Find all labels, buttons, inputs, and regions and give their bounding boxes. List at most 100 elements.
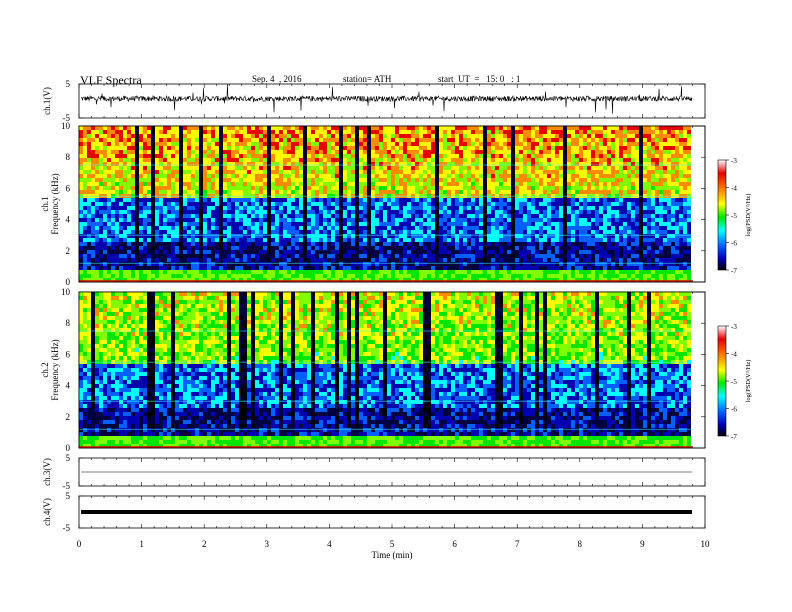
ch1-spectrogram-cell xyxy=(311,158,315,162)
ch1-spectrogram-cell xyxy=(235,210,239,214)
ch1-spectrogram-cell xyxy=(515,246,519,250)
ch1-spectrogram-cell xyxy=(95,138,99,142)
ch1-spectrogram-cell xyxy=(383,178,387,182)
ch1-spectrogram-cell xyxy=(343,230,347,234)
ch1-spectrogram-cell xyxy=(131,198,135,202)
ch1-spectrogram-cell xyxy=(455,262,459,266)
ch1-spectrogram-cell xyxy=(467,142,471,146)
ch1-spectrogram-cell xyxy=(431,186,435,190)
ch1-spectrogram-cell xyxy=(151,134,155,138)
ch1-spectrogram-cell xyxy=(295,222,299,226)
ch1-spectrogram-cell xyxy=(395,250,399,254)
ch1-spectrogram-cell xyxy=(195,182,199,186)
ch1-spectrogram-cell xyxy=(391,246,395,250)
ch1-spectrogram-cell xyxy=(267,222,271,226)
ch1-spectrogram-cell xyxy=(187,226,191,230)
ch1-spectrogram-cell xyxy=(367,230,371,234)
ch1-spectrogram-cell xyxy=(167,150,171,154)
ch1-spectrogram-cell xyxy=(139,210,143,214)
ch1-spectrogram-cell xyxy=(323,166,327,170)
ch1-spectrogram-cell xyxy=(519,214,523,218)
ch1-spectrogram-cell xyxy=(139,250,143,254)
ch1-spectrogram-cell xyxy=(327,230,331,234)
ch1-spectrogram-cell xyxy=(231,274,235,278)
ch1-spectrogram-cell xyxy=(311,258,315,262)
ch1-spectrogram-cell xyxy=(355,214,359,218)
ch1-spectrogram-cell xyxy=(119,146,123,150)
ch1-spectrogram-cell xyxy=(79,222,83,226)
ch1-spectrogram-cell xyxy=(455,182,459,186)
ch1-spectrogram-cell xyxy=(175,246,179,250)
ch1-spectrogram-cell xyxy=(95,274,99,278)
ch1-spectrogram-cell xyxy=(359,234,363,238)
ch1-spectrogram-cell xyxy=(435,170,439,174)
ch1-spectrogram-cell xyxy=(123,138,127,142)
ch1-spectrogram-cell xyxy=(199,130,203,134)
ch1-spectrogram-cell xyxy=(151,250,155,254)
ch1-spectrogram-cell xyxy=(435,222,439,226)
ch1-spectrogram-cell xyxy=(411,154,415,158)
ch1-spectrogram-cell xyxy=(199,138,203,142)
ch1-spectrogram-cell xyxy=(155,190,159,194)
ch1-spectrogram-cell xyxy=(127,150,131,154)
ch1-spectrogram-cell xyxy=(267,130,271,134)
ch1-spectrogram-cell xyxy=(371,266,375,270)
ch1-spectrogram-cell xyxy=(123,202,127,206)
ch1-spectrogram-cell xyxy=(267,198,271,202)
ch1-spectrogram-cell xyxy=(159,270,163,274)
ch1-spectrogram-cell xyxy=(455,242,459,246)
ch1-spectrogram-cell xyxy=(151,138,155,142)
ch1-spectrogram-cell xyxy=(355,146,359,150)
ch1-spectrogram-cell xyxy=(335,162,339,166)
ch1-spectrogram-cell xyxy=(247,146,251,150)
ch1-spectrogram-cell xyxy=(403,210,407,214)
ch1-spectrogram-cell xyxy=(219,274,223,278)
ch1-spectrogram-cell xyxy=(399,146,403,150)
ch1-spectrogram-cell xyxy=(183,166,187,170)
ch1-spectrogram-cell xyxy=(491,250,495,254)
ch1-spectrogram-cell xyxy=(143,126,147,130)
ch1-spectrogram-cell xyxy=(495,246,499,250)
ch1-spectrogram-cell xyxy=(91,222,95,226)
ch1-spectrogram-cell xyxy=(303,130,307,134)
ch1-spectrogram-cell xyxy=(95,262,99,266)
ch1-spectrogram-cell xyxy=(95,266,99,270)
ch1-spectrogram-cell xyxy=(379,158,383,162)
ch1-spectrogram-cell xyxy=(283,274,287,278)
ch1-spectrogram-cell xyxy=(411,246,415,250)
ch1-spectrogram-cell xyxy=(499,258,503,262)
ch1-spectrogram-cell xyxy=(307,126,311,130)
ch1-spectrogram-cell xyxy=(79,218,83,222)
ch1-spectrogram-cell xyxy=(327,142,331,146)
ch1-spectrogram-cell xyxy=(355,190,359,194)
ch1-spectrogram-cell xyxy=(103,278,107,282)
ch1-spectrogram-cell xyxy=(279,202,283,206)
ch1-spectrogram-cell xyxy=(183,214,187,218)
ch1-spectrogram-cell xyxy=(107,242,111,246)
ch1-spectrogram-cell xyxy=(243,154,247,158)
ch1-spectrogram-cell xyxy=(443,214,447,218)
ch1-spectrogram-cell xyxy=(523,278,527,282)
ch1-spectrogram-cell xyxy=(359,182,363,186)
ch1-spectrogram-cell xyxy=(371,218,375,222)
ch1-spectrogram-cell xyxy=(299,246,303,250)
ch1-spectrogram-cell xyxy=(375,206,379,210)
ch1-spectrogram-cell xyxy=(171,202,175,206)
ch1-spectrogram-cell xyxy=(479,190,483,194)
ch1-spectrogram-cell xyxy=(111,222,115,226)
ch1-spectrogram-cell xyxy=(139,206,143,210)
ch1-spectrogram-cell xyxy=(147,206,151,210)
ch1-spectrogram-cell xyxy=(347,154,351,158)
ch1-spectrogram-cell xyxy=(495,146,499,150)
ch1-spectrogram-cell xyxy=(123,158,127,162)
ch1-spectrogram-cell xyxy=(79,138,83,142)
ch1-spectrogram-cell xyxy=(115,254,119,258)
ch1-spectrogram-cell xyxy=(83,182,87,186)
ch1-spectrogram-cell xyxy=(283,166,287,170)
ch1-spectrogram-cell xyxy=(339,226,343,230)
ch1-spectrogram-cell xyxy=(463,166,467,170)
ch1-spectrogram-cell xyxy=(251,230,255,234)
ch1-spectrogram-cell xyxy=(331,202,335,206)
ch1-spectrogram-cell xyxy=(155,186,159,190)
ch1-spectrogram-cell xyxy=(87,250,91,254)
